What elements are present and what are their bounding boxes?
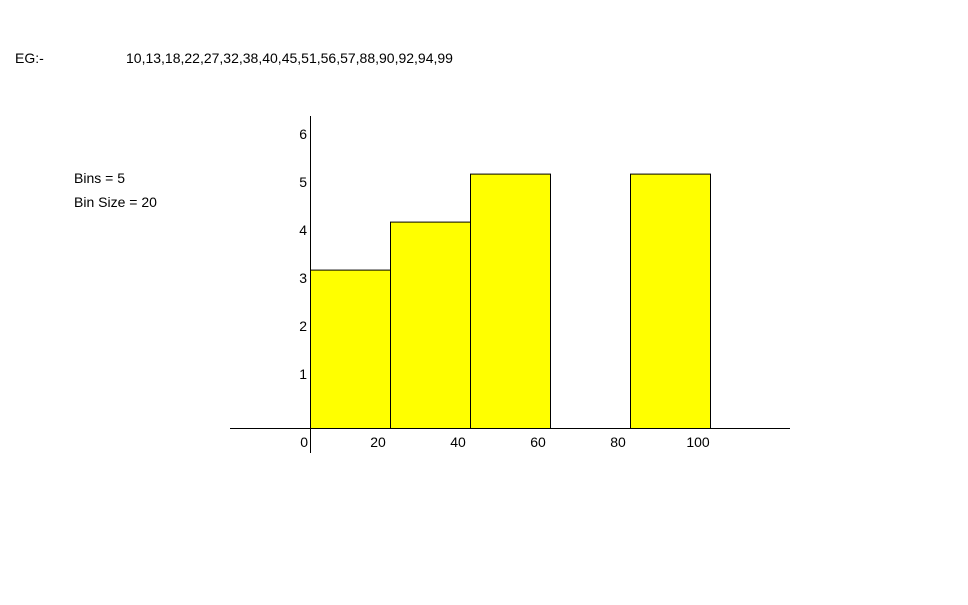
example-label: EG:- bbox=[15, 50, 44, 66]
example-values: 10,13,18,22,27,32,38,40,45,51,56,57,88,9… bbox=[126, 50, 453, 66]
bins-note: Bins = 5 bbox=[74, 170, 125, 186]
y-tick-label-2: 2 bbox=[299, 318, 307, 334]
x-tick-label-100: 100 bbox=[686, 434, 710, 450]
y-tick-label-4: 4 bbox=[299, 222, 307, 238]
y-tick-label-3: 3 bbox=[299, 270, 307, 286]
histogram-bar-40-60 bbox=[470, 173, 551, 429]
y-tick-label-6: 6 bbox=[299, 126, 307, 142]
histogram-bar-0-20 bbox=[310, 269, 391, 429]
y-tick-label-1: 1 bbox=[299, 366, 307, 382]
histogram-bar-20-40 bbox=[390, 221, 471, 429]
x-tick-label-20: 20 bbox=[370, 434, 386, 450]
histogram-bar-80-100 bbox=[630, 173, 711, 429]
x-tick-label-80: 80 bbox=[610, 434, 626, 450]
bin-size-note: Bin Size = 20 bbox=[74, 194, 157, 210]
x-tick-label-40: 40 bbox=[450, 434, 466, 450]
x-tick-label-0: 0 bbox=[300, 434, 308, 450]
y-tick-label-5: 5 bbox=[299, 174, 307, 190]
x-tick-label-60: 60 bbox=[530, 434, 546, 450]
